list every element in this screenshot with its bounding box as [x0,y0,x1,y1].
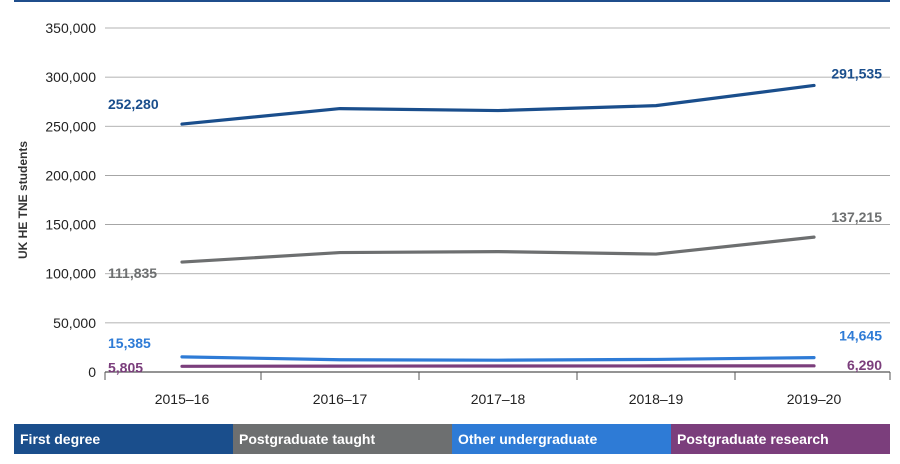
legend-item: Postgraduate research [671,424,890,454]
data-label-start: 5,805 [108,359,143,375]
y-tick-label: 150,000 [45,217,96,233]
y-axis-label: UK HE TNE students [16,141,30,259]
series-line-1 [180,235,816,264]
top-rule [14,0,890,2]
legend-item: Postgraduate taught [233,424,452,454]
data-label-end: 6,290 [847,357,882,373]
y-tick-label: 200,000 [45,167,96,183]
data-label-start: 111,835 [108,265,157,281]
y-tick-label: 250,000 [45,118,96,134]
series-line-2 [180,355,816,362]
data-label-start: 15,385 [108,335,151,351]
x-tick-label: 2016–17 [313,391,368,407]
y-tick-label: 50,000 [53,315,96,331]
y-tick-label: 350,000 [45,20,96,36]
y-tick-label: 0 [88,364,96,380]
x-tick-label: 2019–20 [787,391,842,407]
data-label-end: 291,535 [831,65,882,81]
x-tick-label: 2018–19 [629,391,684,407]
x-tick-label: 2017–18 [471,391,526,407]
y-tick-label: 300,000 [45,69,96,85]
legend-item: Other undergraduate [452,424,671,454]
x-tick-label: 2015–16 [155,391,210,407]
line-chart: 0 50,000 100,000 150,000 200,000 250,000 300,0… [16,20,891,407]
data-label-end: 137,215 [831,209,882,225]
series-line-0 [180,83,816,126]
data-label-end: 14,645 [839,328,882,344]
legend-item: First degree [14,424,233,454]
y-tick-label: 100,000 [45,266,96,282]
data-label-start: 252,280 [108,96,159,112]
legend: First degree Postgraduate taught Other und… [14,424,890,454]
